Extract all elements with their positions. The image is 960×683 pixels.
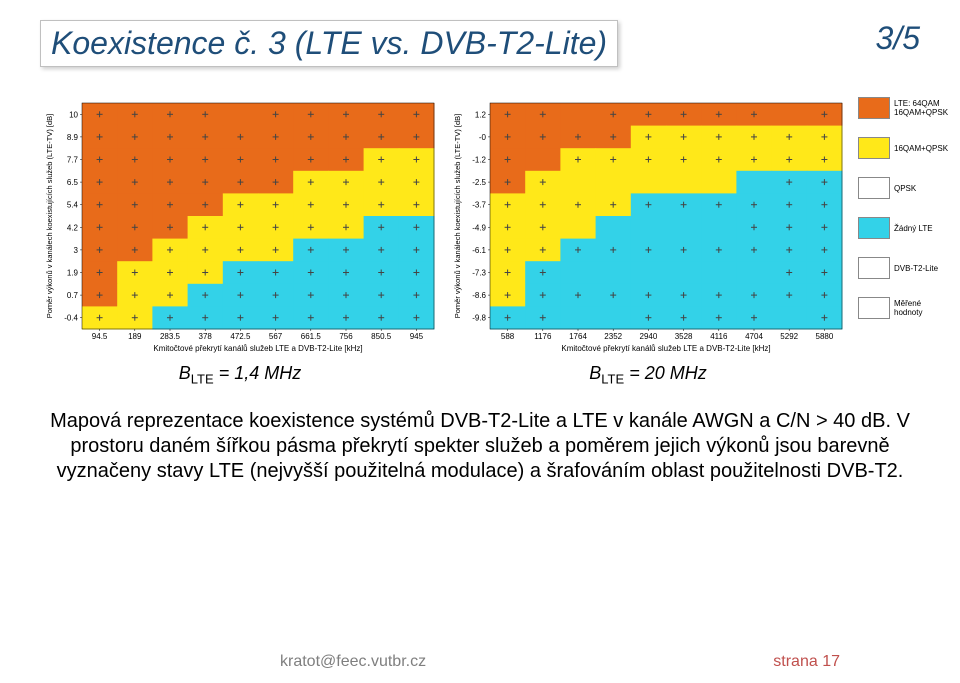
svg-text:189: 189 bbox=[128, 332, 142, 341]
svg-text:567: 567 bbox=[269, 332, 283, 341]
svg-text:5292: 5292 bbox=[780, 332, 798, 341]
svg-text:10: 10 bbox=[69, 110, 78, 119]
svg-text:1176: 1176 bbox=[534, 332, 552, 341]
svg-text:4.2: 4.2 bbox=[67, 223, 79, 232]
svg-text:1.9: 1.9 bbox=[67, 269, 79, 278]
svg-text:8.9: 8.9 bbox=[67, 133, 79, 142]
svg-text:Poměr výkonů v kanálech koexis: Poměr výkonů v kanálech koexistujících s… bbox=[453, 114, 462, 319]
svg-text:3528: 3528 bbox=[675, 332, 693, 341]
svg-text:588: 588 bbox=[501, 332, 515, 341]
page-number-top: 3/5 bbox=[876, 20, 920, 67]
svg-text:-2.5: -2.5 bbox=[472, 178, 486, 187]
svg-text:-3.7: -3.7 bbox=[472, 201, 486, 210]
svg-text:472.5: 472.5 bbox=[230, 332, 251, 341]
chart-left: 10 8.9 7.7 6.5 5.4 4.2 3 1.9 0.7 -0.4 94.5 189 283.5… bbox=[40, 97, 440, 357]
chart-right: 1.2 -0 -1.2 -2.5 -3.7 -4.9 -6.1 -7.3 -8.6 -9.8 588… bbox=[448, 97, 848, 357]
svg-text:283.5: 283.5 bbox=[160, 332, 181, 341]
svg-text:2352: 2352 bbox=[604, 332, 622, 341]
svg-text:5880: 5880 bbox=[816, 332, 834, 341]
page-title: Koexistence č. 3 (LTE vs. DVB-T2-Lite) bbox=[40, 20, 618, 67]
svg-text:756: 756 bbox=[339, 332, 353, 341]
svg-text:378: 378 bbox=[199, 332, 213, 341]
svg-text:Kmitočtové překrytí kanálů slu: Kmitočtové překrytí kanálů služeb LTE a … bbox=[561, 344, 770, 353]
svg-text:3: 3 bbox=[74, 246, 79, 255]
svg-text:-1.2: -1.2 bbox=[472, 156, 486, 165]
footer-page: strana 17 bbox=[773, 653, 840, 671]
svg-text:1764: 1764 bbox=[569, 332, 587, 341]
legend: LTE: 64QAM 16QAM+QPSK16QAM+QPSKQPSKŽádný… bbox=[858, 97, 948, 357]
svg-text:94.5: 94.5 bbox=[92, 332, 108, 341]
svg-text:-0.4: -0.4 bbox=[64, 314, 78, 323]
svg-text:850.5: 850.5 bbox=[371, 332, 392, 341]
svg-text:661.5: 661.5 bbox=[301, 332, 322, 341]
svg-text:4116: 4116 bbox=[710, 332, 728, 341]
svg-text:7.7: 7.7 bbox=[67, 156, 79, 165]
svg-text:4704: 4704 bbox=[745, 332, 763, 341]
svg-text:-4.9: -4.9 bbox=[472, 223, 486, 232]
svg-text:6.5: 6.5 bbox=[67, 178, 79, 187]
svg-text:-6.1: -6.1 bbox=[472, 246, 486, 255]
svg-text:2940: 2940 bbox=[640, 332, 658, 341]
svg-text:1.2: 1.2 bbox=[475, 110, 487, 119]
svg-text:945: 945 bbox=[410, 332, 424, 341]
svg-text:5.4: 5.4 bbox=[67, 201, 79, 210]
svg-text:-7.3: -7.3 bbox=[472, 269, 486, 278]
svg-text:Kmitočtové překrytí kanálů slu: Kmitočtové překrytí kanálů služeb LTE a … bbox=[153, 344, 362, 353]
svg-text:-0: -0 bbox=[479, 133, 487, 142]
svg-text:0.7: 0.7 bbox=[67, 291, 79, 300]
footer-email: kratot@feec.vutbr.cz bbox=[280, 653, 426, 671]
svg-text:-9.8: -9.8 bbox=[472, 314, 486, 323]
bandwidth-labels: BLTE = 1,4 MHz BLTE = 20 MHz bbox=[40, 363, 920, 387]
svg-text:Poměr výkonů v kanálech koexis: Poměr výkonů v kanálech koexistujících s… bbox=[45, 114, 54, 319]
caption-text: Mapová reprezentace koexistence systémů … bbox=[40, 409, 920, 484]
svg-text:-8.6: -8.6 bbox=[472, 291, 486, 300]
